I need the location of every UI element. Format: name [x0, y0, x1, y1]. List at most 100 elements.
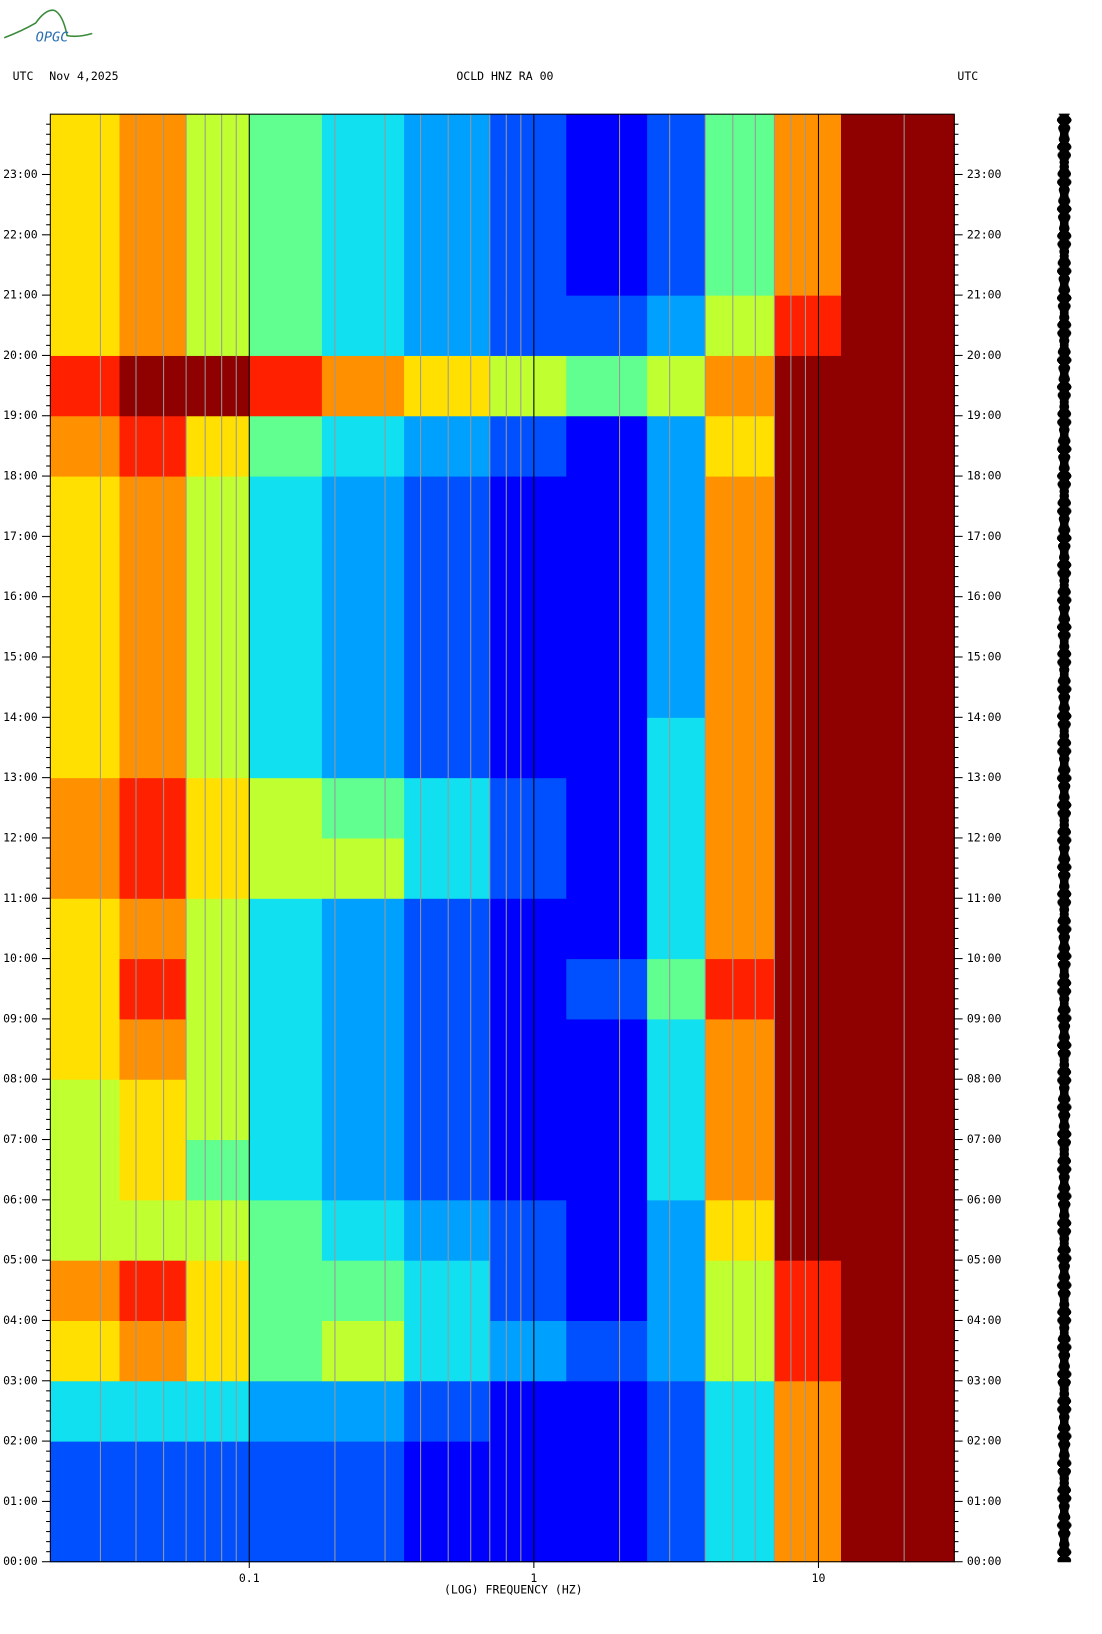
spectrogram-cell	[50, 1380, 121, 1442]
spectrogram-cell	[489, 1501, 567, 1563]
spectrogram-cell	[841, 596, 955, 658]
spectrogram-cell	[647, 837, 706, 899]
spectrogram-cell	[119, 1380, 187, 1442]
spectrogram-cell	[119, 415, 187, 477]
spectrogram-cell	[566, 1501, 648, 1563]
spectrogram-cell	[705, 1139, 775, 1201]
spectrogram-cell	[186, 355, 250, 417]
spectrogram-cell	[489, 1441, 567, 1502]
logo-mark	[3, 9, 93, 39]
spectrogram-cell	[321, 1139, 405, 1201]
logo: OPGC	[36, 30, 70, 46]
spectrogram-cell	[841, 777, 955, 839]
spectrogram-cell	[566, 415, 648, 477]
spectrogram-cell	[647, 1260, 706, 1321]
spectrogram-cell	[119, 777, 187, 839]
spectrogram-cell	[774, 114, 842, 176]
spectrogram-cell	[119, 1501, 187, 1563]
spectrogram-cell	[404, 355, 491, 417]
spectrogram-cell	[774, 1320, 842, 1382]
spectrogram-cell	[705, 657, 775, 718]
spectrogram-cell	[489, 898, 567, 960]
spectrogram-cell	[321, 1260, 405, 1321]
spectrogram-cell	[647, 958, 706, 1020]
spectrogram-cell	[489, 295, 567, 356]
spectrogram-cell	[119, 1260, 187, 1321]
spectrogram-cell	[489, 355, 567, 417]
spectrogram-cell	[489, 1079, 567, 1141]
spectrogram-cell	[841, 295, 955, 356]
spectrogram-cell	[705, 898, 775, 960]
spectrogram-cell	[186, 234, 250, 296]
spectrogram-cell	[841, 1260, 955, 1321]
spectrogram-cell	[647, 415, 706, 477]
spectrogram-cell	[186, 415, 250, 477]
y-tick-label-right: 11:00	[967, 891, 1002, 905]
spectrogram-cell	[489, 1199, 567, 1261]
spectrogram-cell	[321, 596, 405, 658]
spectrogram-cell	[249, 837, 323, 899]
spectrogram-cell	[50, 234, 121, 296]
spectrogram-cell	[249, 295, 323, 356]
spectrogram-cell	[489, 657, 567, 718]
date: Nov 4,2025	[49, 69, 118, 83]
spectrogram-cell	[50, 1260, 121, 1321]
spectrogram-cell	[186, 1018, 250, 1080]
x-axis-label: (LOG) FREQUENCY (HZ)	[444, 1583, 583, 1597]
spectrogram-cell	[186, 1441, 250, 1502]
spectrogram-cell	[841, 1018, 955, 1080]
y-tick-label: 18:00	[3, 469, 38, 483]
y-tick-label-right: 00:00	[967, 1554, 1002, 1568]
spectrogram-cell	[647, 536, 706, 598]
spectrogram-cell	[50, 1199, 121, 1261]
spectrogram-cell	[566, 1320, 648, 1382]
spectrogram-cell	[249, 114, 323, 176]
spectrogram-cell	[321, 234, 405, 296]
spectrogram-cell	[647, 717, 706, 779]
spectrogram-cell	[647, 174, 706, 236]
spectrogram-cell	[249, 1079, 323, 1141]
y-tick-label-right: 15:00	[967, 650, 1002, 664]
spectrogram-cell	[647, 295, 706, 356]
spectrogram-cell	[489, 536, 567, 598]
spectrogram-cell	[321, 1320, 405, 1382]
spectrogram-cell	[705, 1079, 775, 1141]
spectrogram-cell	[119, 1199, 187, 1261]
y-tick-label: 02:00	[3, 1434, 38, 1448]
y-tick-label: 15:00	[3, 650, 38, 664]
spectrogram-cell	[774, 657, 842, 718]
spectrogram-cell	[774, 174, 842, 236]
spectrogram-cell	[566, 717, 648, 779]
spectrogram-cell	[647, 596, 706, 658]
spectrogram-cell	[566, 114, 648, 176]
spectrogram-cell	[841, 355, 955, 417]
spectrogram-cell	[705, 1320, 775, 1382]
y-tick-label: 19:00	[3, 408, 38, 422]
y-tick-label-right: 03:00	[967, 1373, 1002, 1387]
spectrogram-cell	[119, 355, 187, 417]
spectrogram-cell	[321, 295, 405, 356]
spectrogram-cell	[186, 1380, 250, 1442]
spectrogram-cell	[119, 234, 187, 296]
spectrogram-cell	[566, 596, 648, 658]
spectrogram-cell	[50, 1441, 121, 1502]
spectrogram-cell	[774, 1380, 842, 1442]
spectrogram-cell	[841, 536, 955, 598]
spectrogram-cell	[841, 1320, 955, 1382]
seismogram	[1056, 113, 1072, 1563]
spectrogram-cell	[249, 476, 323, 537]
spectrogram-cell	[489, 114, 567, 176]
right-time-zone: UTC	[957, 69, 978, 83]
spectrogram-cell	[647, 1320, 706, 1382]
spectrogram-cell	[774, 596, 842, 658]
spectrogram-cell	[321, 1079, 405, 1141]
y-tick-label: 16:00	[3, 589, 38, 603]
y-tick-label-right: 10:00	[967, 951, 1002, 965]
spectrogram-cell	[647, 114, 706, 176]
spectrogram-cell	[566, 1139, 648, 1201]
spectrogram-cell	[774, 898, 842, 960]
spectrogram-cell	[119, 958, 187, 1020]
spectrogram-cell	[774, 1199, 842, 1261]
spectrogram-cell	[774, 958, 842, 1020]
spectrogram-cell	[404, 295, 491, 356]
